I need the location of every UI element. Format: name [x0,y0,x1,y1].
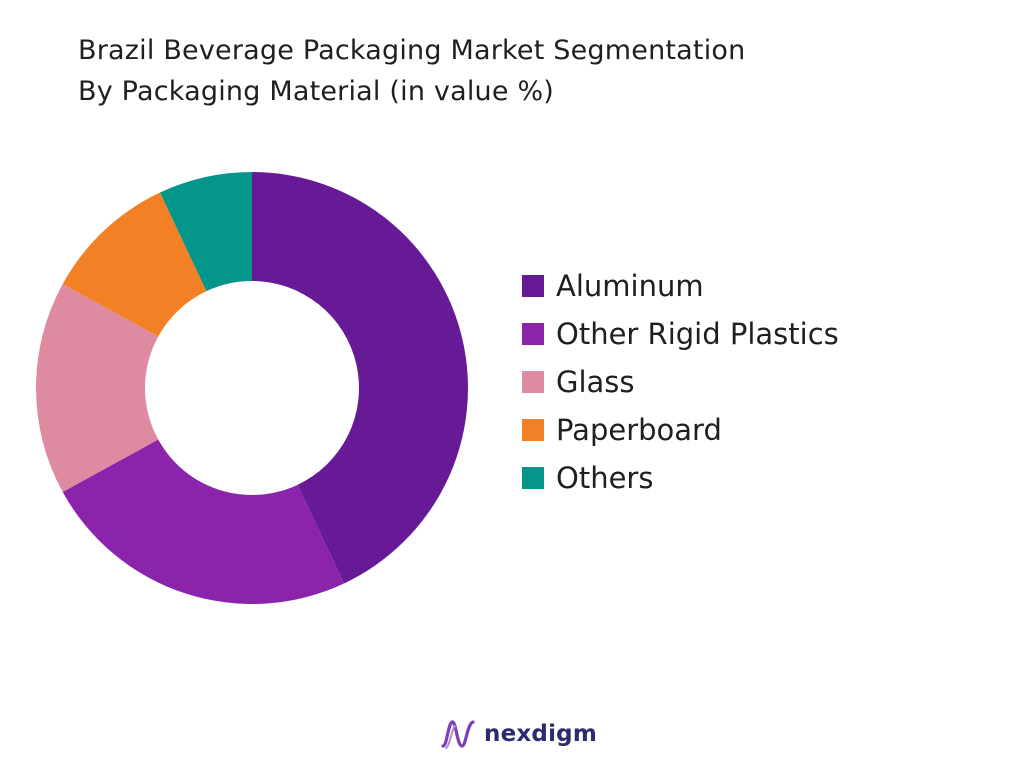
legend-label-aluminum: Aluminum [556,269,704,303]
legend-item-other-rigid-plastics: Other Rigid Plastics [522,310,839,358]
legend-label-others: Others [556,461,654,495]
legend-item-aluminum: Aluminum [522,262,839,310]
donut-slice-paperboard [62,192,207,337]
chart-legend: Aluminum Other Rigid Plastics Glass Pape… [522,262,839,502]
donut-slice-aluminum [252,172,468,584]
donut-slice-glass [36,283,159,493]
chart-title: Brazil Beverage Packaging Market Segment… [78,30,745,112]
donut-slice-other-rigid-plastics [62,439,344,604]
legend-swatch-paperboard [522,419,544,441]
legend-label-paperboard: Paperboard [556,413,722,447]
legend-swatch-others [522,467,544,489]
brand-footer: nexdigm [440,716,597,752]
donut-slice-others [160,172,252,292]
chart-title-line-2: By Packaging Material (in value %) [78,76,555,107]
legend-item-others: Others [522,454,839,502]
legend-swatch-glass [522,371,544,393]
chart-title-line-1: Brazil Beverage Packaging Market Segment… [78,35,746,66]
legend-label-glass: Glass [556,365,635,399]
legend-swatch-other-rigid-plastics [522,323,544,345]
legend-item-glass: Glass [522,358,839,406]
legend-swatch-aluminum [522,275,544,297]
legend-label-other-rigid-plastics: Other Rigid Plastics [556,317,839,351]
nexdigm-logo-icon [441,720,475,749]
brand-name: nexdigm [484,721,597,747]
legend-item-paperboard: Paperboard [522,406,839,454]
